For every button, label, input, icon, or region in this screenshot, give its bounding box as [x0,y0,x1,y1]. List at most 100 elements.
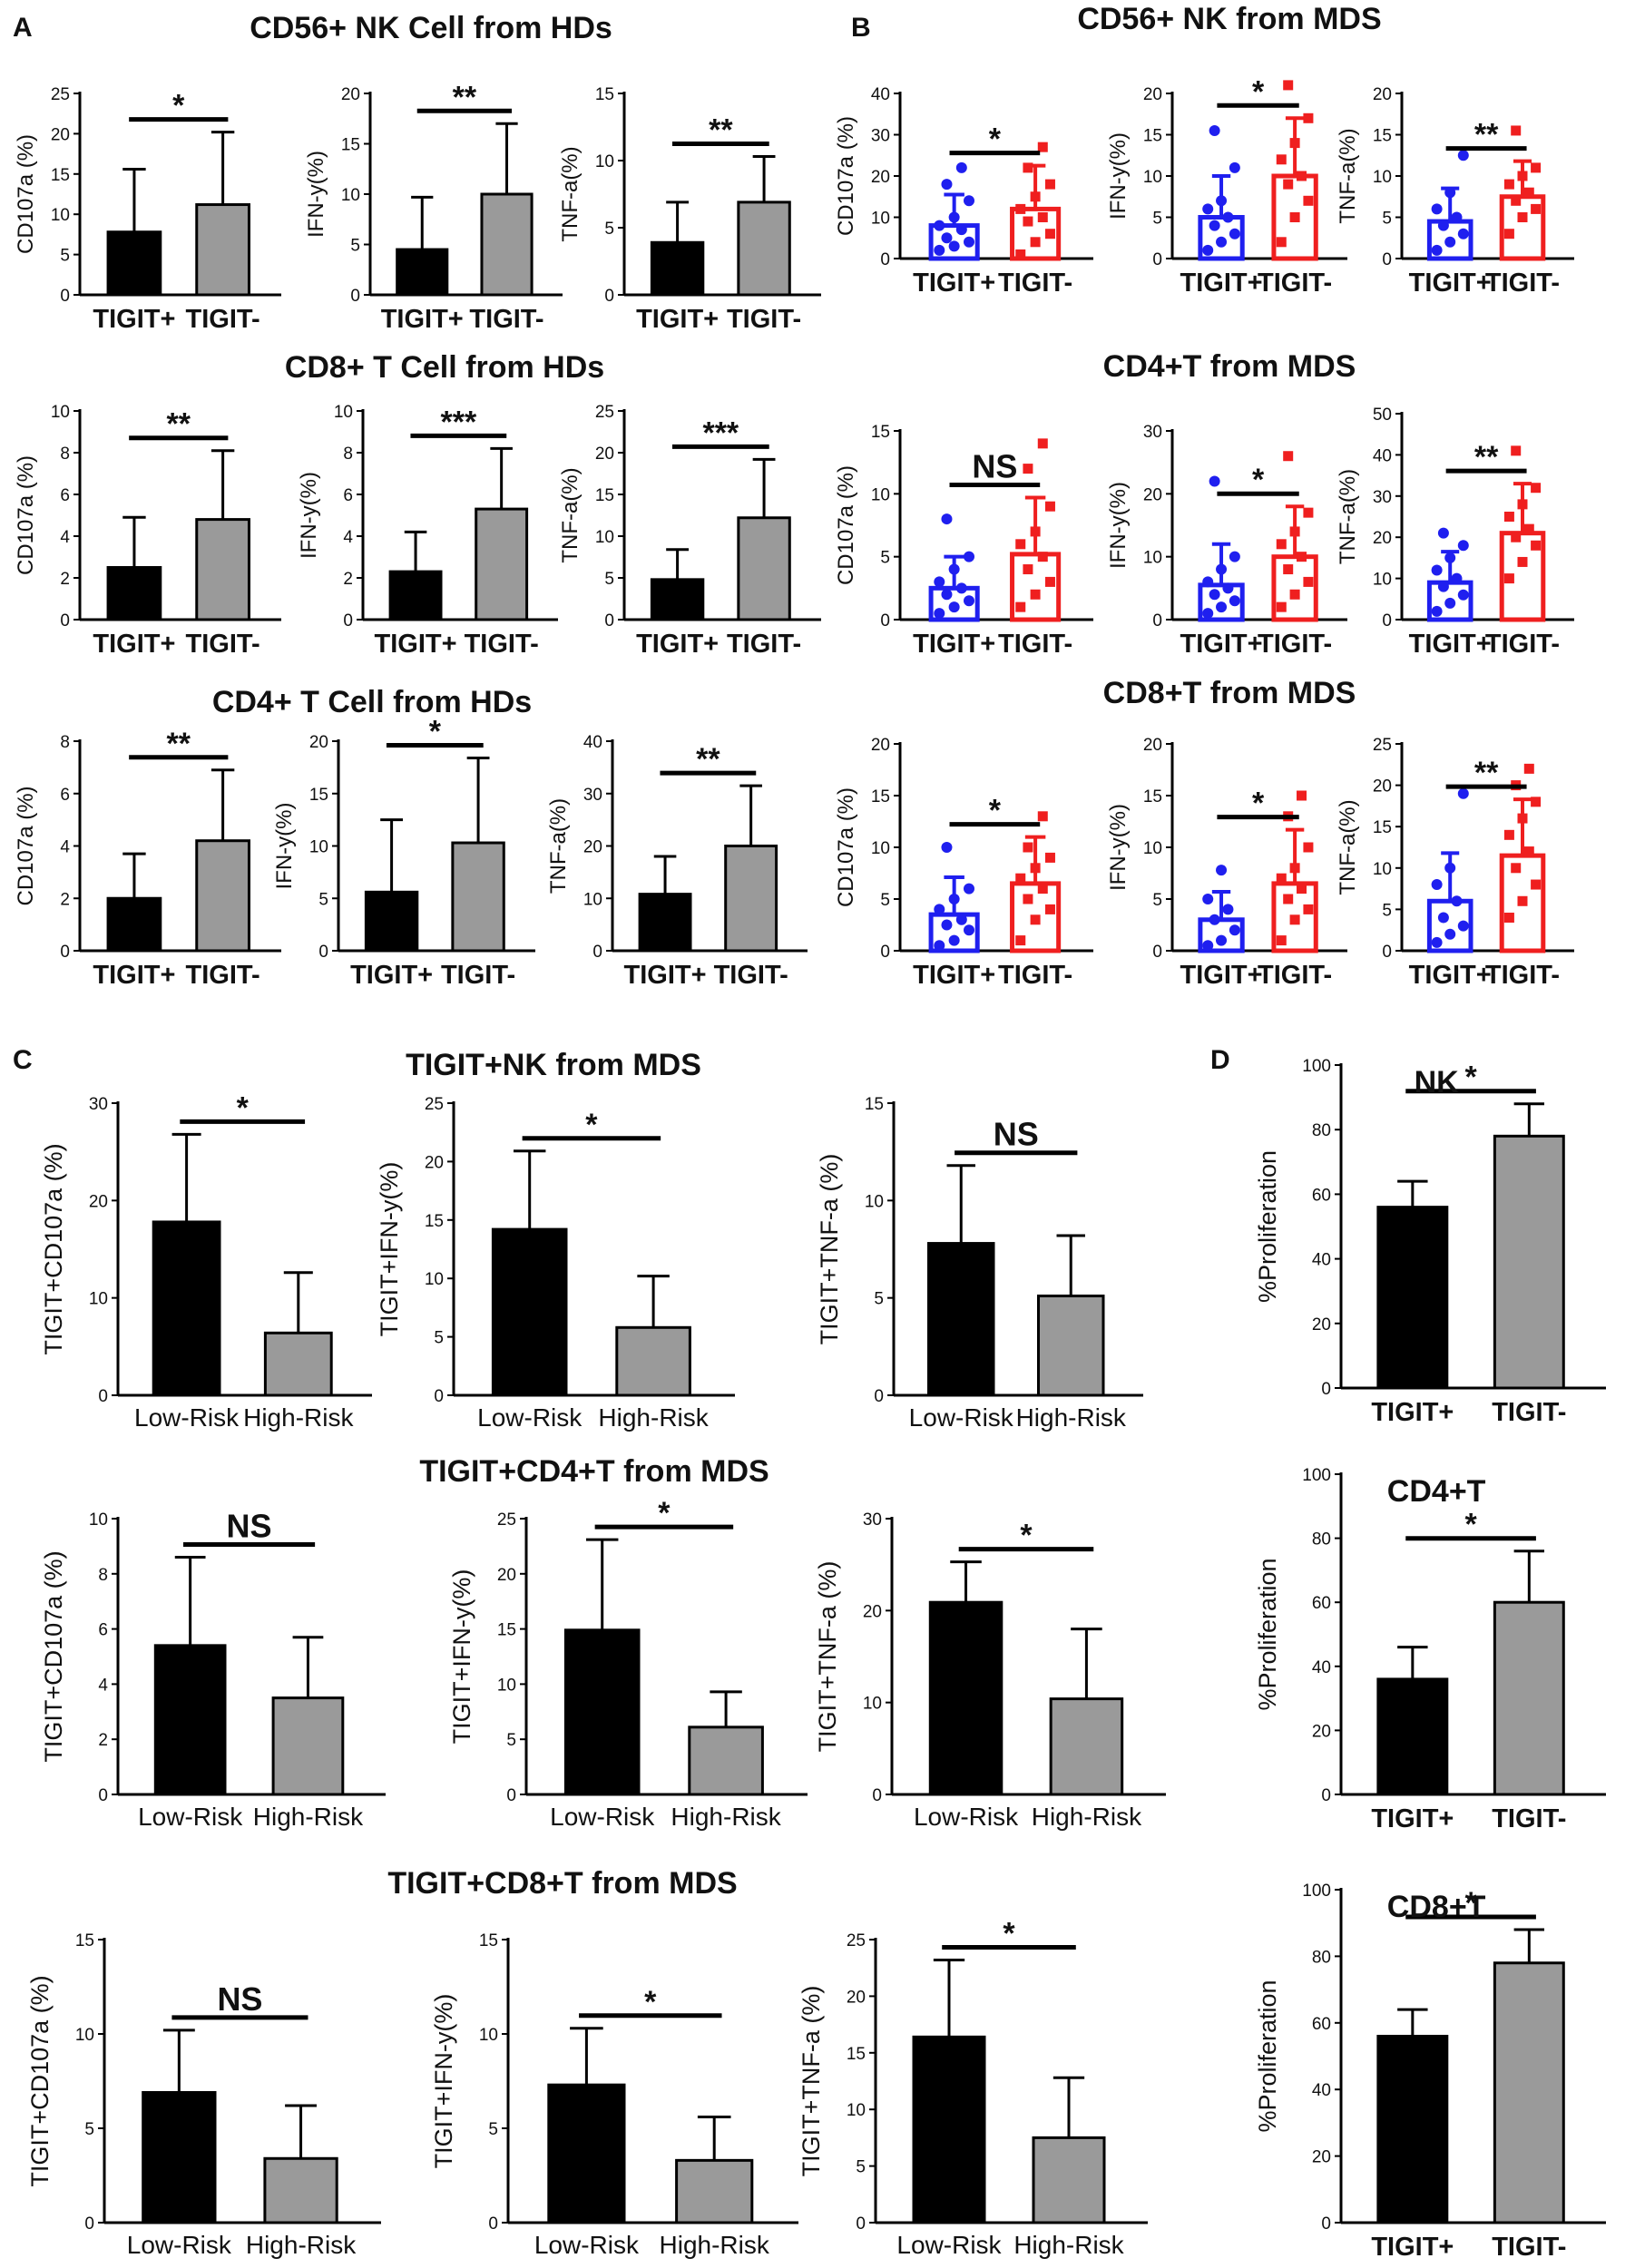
y-tick-label: 6 [98,1621,108,1640]
bar [106,230,162,297]
y-tick-label: 2 [60,890,70,909]
y-tick-label: 5 [604,220,614,239]
x-tick-label: TIGIT- [714,961,788,990]
data-point [1511,863,1522,874]
data-point [934,608,945,620]
chart-a22: 0 2 4 6 8 10 IFN-y(%) TIGIT+ TIGIT- *** [297,403,558,659]
bar [650,578,705,621]
y-axis-label: %Proliferation [1254,1980,1281,2132]
y-tick-label: 0 [1382,943,1392,962]
y-axis-label: TIGIT+CD107a (%) [26,1975,54,2186]
chart-a33: 0 10 20 30 40 TNF-a(%) TIGIT+ TIGIT- ** [546,733,808,990]
x-tick-label: TIGIT+ [624,961,707,990]
significance-label: * [172,89,185,123]
y-tick-label: 20 [871,168,890,187]
chart-d1: 0 20 40 60 80 100 %Proliferation TIGIT+ TIGIT- *N… [1254,1057,1606,1427]
data-point [1037,142,1048,152]
y-tick-label: 60 [1312,2015,1331,2034]
x-tick-label: TIGIT- [1258,961,1332,990]
data-point [1202,203,1214,215]
data-point [1283,564,1294,575]
data-point [1229,228,1240,240]
chart-c31: 0 5 10 15 TIGIT+CD107a (%) Low-Risk High-Risk N… [26,1931,381,2259]
y-axis-label: CD107a (%) [834,465,858,585]
x-tick-label: TIGIT+ [636,305,719,334]
significance-label: * [585,1108,598,1142]
data-point [1531,540,1542,551]
y-tick-label: 15 [1373,818,1392,837]
y-tick-label: 20 [595,445,614,464]
y-tick-label: 10 [75,2026,94,2045]
data-point [1229,161,1240,173]
bar [480,192,534,297]
bar [928,1600,1004,1796]
chart-d2: 0 20 40 60 80 100 %Proliferation TIGIT+ TIGIT- *C… [1254,1466,1606,1833]
x-tick-label: TIGIT+ [93,630,175,659]
chart-a31: 0 2 4 6 8 CD107a (%) TIGIT+ TIGIT- ** [14,727,281,990]
chart-title: CD4+T [1387,1474,1486,1509]
bar [153,1644,227,1796]
data-point [1202,608,1214,620]
y-tick-label: 20 [425,1153,444,1172]
y-tick-label: 20 [1143,85,1162,104]
data-point [1030,237,1041,248]
y-tick-label: 8 [343,445,353,464]
y-tick-label: 10 [871,485,890,504]
chart-a12: 0 5 10 15 20 IFN-y(%) TIGIT+ TIGIT- ** [304,80,563,334]
data-point [948,934,960,946]
data-point [1276,935,1287,946]
data-point [1303,904,1314,914]
x-tick-label: Low-Risk [896,2231,1002,2259]
bar [106,896,162,953]
x-tick-label: TIGIT- [1258,269,1332,298]
chart-c21: 0 2 4 6 8 10 TIGIT+CD107a (%) Low-Risk High-Risk… [40,1508,386,1831]
section-title-b-cd4: CD4+T from MDS [1103,349,1356,384]
x-tick-label: TIGIT- [441,961,515,990]
bar [737,516,791,621]
y-tick-label: 25 [497,1510,516,1530]
x-tick-label: TIGIT- [727,630,801,659]
chart-title: NK [1415,1065,1460,1100]
y-tick-label: 30 [863,1510,882,1530]
y-tick-label: 20 [1312,1315,1331,1334]
significance-label: * [1252,463,1265,497]
bar [1493,1600,1565,1796]
y-tick-label: 10 [863,1695,882,1714]
bar [1198,582,1245,622]
x-tick-label: TIGIT+ [636,630,719,659]
y-tick-label: 40 [1312,1658,1331,1677]
y-tick-label: 20 [1373,777,1392,797]
data-point [1030,589,1041,600]
y-axis-label: TNF-a(%) [1336,128,1360,223]
bar [1032,2136,1106,2224]
significance-label: * [1464,1508,1477,1542]
y-tick-label: 0 [874,1387,884,1406]
data-point [1276,237,1287,248]
data-point [1015,539,1026,550]
x-tick-label: Low-Risk [534,2231,640,2259]
chart-c13: 0 5 10 15 TIGIT+TNF-a (%) Low-Risk High-Risk NS [816,1095,1143,1432]
data-point [1511,125,1522,136]
data-point [1209,914,1220,925]
data-point [1431,605,1443,617]
y-axis-label: %Proliferation [1254,1558,1281,1710]
y-tick-label: 25 [595,403,614,422]
x-tick-label: Low-Risk [550,1803,655,1831]
bar [1198,215,1245,261]
y-tick-label: 10 [334,403,353,422]
data-point [948,601,960,613]
data-point [1531,879,1542,890]
data-point [1431,203,1443,215]
data-point [1431,879,1443,891]
significance-label: * [1464,1061,1477,1095]
y-tick-label: 100 [1302,1466,1331,1485]
x-tick-label: TIGIT+ [1409,630,1492,659]
bar [195,839,250,953]
y-tick-label: 25 [51,85,70,104]
significance-label: ** [696,742,720,777]
significance-label: * [989,122,1002,157]
chart-b12: 0 5 10 15 20 IFN-y(%) TIGIT+TIGIT- * [1106,74,1347,298]
bar [1010,881,1062,953]
bar [1037,1295,1105,1397]
x-tick-label: Low-Risk [909,1403,1014,1432]
